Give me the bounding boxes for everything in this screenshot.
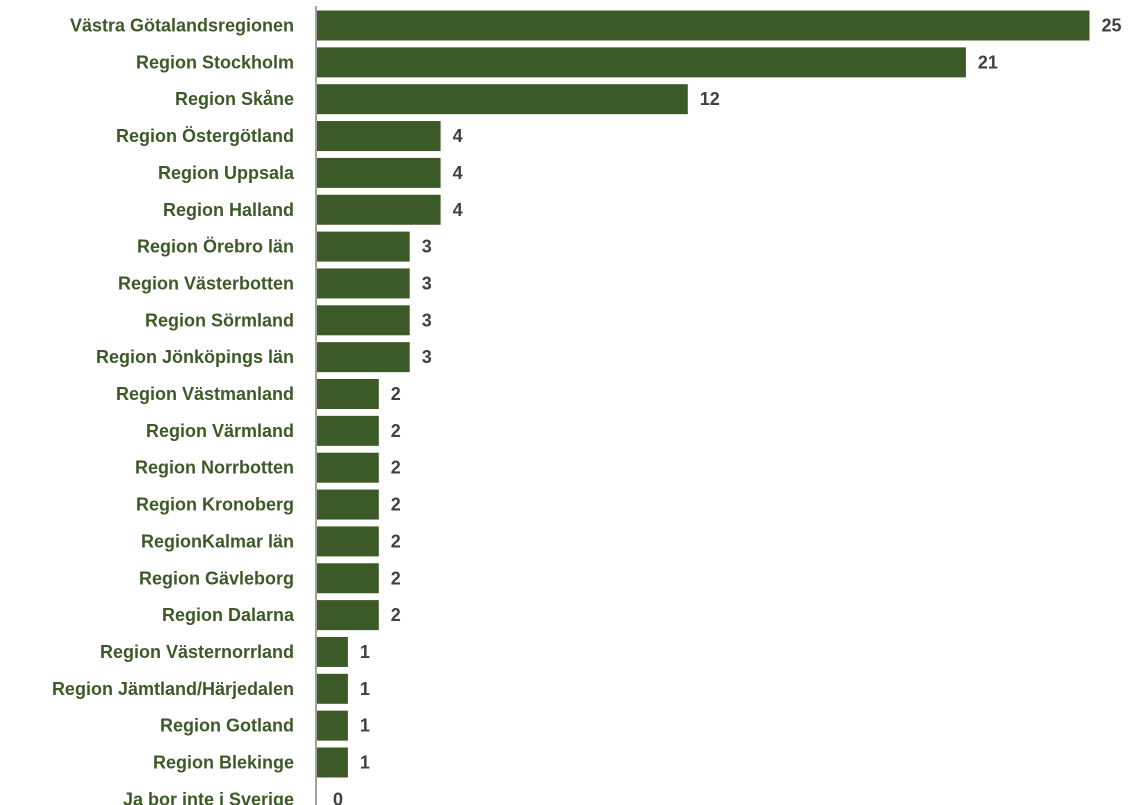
value-label-vastra-gotalandsregionen: 25 — [1102, 16, 1122, 36]
value-label-region-norrbotten: 2 — [391, 458, 401, 478]
bar-region-jonkopings-lan — [317, 342, 410, 373]
category-label-vastra-gotalandsregionen: Västra Götalandsregionen — [70, 16, 294, 36]
category-label-region-sormland: Region Sörmland — [145, 310, 294, 330]
value-label-region-skane: 12 — [700, 89, 720, 109]
category-label-region-orebro-lan: Region Örebro län — [137, 237, 294, 257]
value-label-region-vasternorrland: 1 — [360, 642, 370, 662]
bar-region-skane — [317, 84, 688, 115]
value-label-region-vasterbotten: 3 — [422, 273, 432, 293]
value-label-region-gavleborg: 2 — [391, 568, 401, 588]
bar-region-vasternorrland — [317, 636, 348, 667]
value-label-region-stockholm: 21 — [978, 52, 998, 72]
value-label-region-vastmanland: 2 — [391, 384, 401, 404]
value-label-regionkalmar-lan: 2 — [391, 531, 401, 551]
category-label-region-vasternorrland: Region Västernorrland — [100, 642, 294, 662]
value-label-region-jamtland-harjedalen: 1 — [360, 679, 370, 699]
bar-regionkalmar-lan — [317, 526, 379, 557]
value-label-region-orebro-lan: 3 — [422, 237, 432, 257]
bar-region-stockholm — [317, 47, 966, 78]
bar-region-ostergotland — [317, 121, 441, 152]
bar-region-norrbotten — [317, 452, 379, 483]
category-label-regionkalmar-lan: RegionKalmar län — [141, 531, 294, 551]
bar-region-orebro-lan — [317, 231, 410, 262]
value-label-region-varmland: 2 — [391, 421, 401, 441]
value-label-region-uppsala: 4 — [453, 163, 463, 183]
bar-region-vastmanland — [317, 379, 379, 409]
value-label-region-kronoberg: 2 — [391, 495, 401, 515]
category-label-region-kronoberg: Region Kronoberg — [136, 495, 294, 515]
bar-region-vasterbotten — [317, 268, 410, 299]
bar-region-jamtland-harjedalen — [317, 673, 348, 704]
category-label-region-dalarna: Region Dalarna — [162, 605, 295, 625]
value-label-region-jonkopings-lan: 3 — [422, 347, 432, 367]
category-label-region-halland: Region Halland — [163, 200, 294, 220]
category-label-region-blekinge: Region Blekinge — [153, 753, 294, 773]
category-label-region-vastmanland: Region Västmanland — [116, 384, 294, 404]
category-label-ja-bor-inte-i-sverige: Ja bor inte i Sverige — [123, 789, 294, 805]
category-label-region-skane: Region Skåne — [175, 89, 294, 109]
value-label-ja-bor-inte-i-sverige: 0 — [333, 789, 343, 805]
bar-region-halland — [317, 194, 441, 225]
value-label-region-ostergotland: 4 — [453, 126, 463, 146]
bar-region-kronoberg — [317, 489, 379, 520]
category-label-region-gotland: Region Gotland — [160, 716, 294, 736]
bar-region-dalarna — [317, 600, 379, 631]
category-label-region-ostergotland: Region Östergötland — [116, 126, 294, 146]
category-label-region-jamtland-harjedalen: Region Jämtland/Härjedalen — [52, 679, 294, 699]
bar-region-varmland — [317, 415, 379, 446]
value-label-region-gotland: 1 — [360, 716, 370, 736]
category-label-region-gavleborg: Region Gävleborg — [139, 568, 294, 588]
bars-layer — [317, 10, 1090, 778]
bar-region-sormland — [317, 305, 410, 336]
category-label-region-stockholm: Region Stockholm — [136, 52, 294, 72]
value-label-region-halland: 4 — [453, 200, 463, 220]
bar-vastra-gotalandsregionen — [317, 10, 1090, 41]
category-label-region-vasterbotten: Region Västerbotten — [118, 273, 294, 293]
value-label-region-blekinge: 1 — [360, 753, 370, 773]
category-label-region-norrbotten: Region Norrbotten — [135, 458, 294, 478]
bar-region-gotland — [317, 710, 348, 741]
category-label-region-jonkopings-lan: Region Jönköpings län — [96, 347, 294, 367]
value-label-region-dalarna: 2 — [391, 605, 401, 625]
category-label-region-varmland: Region Värmland — [146, 421, 294, 441]
bar-region-gavleborg — [317, 563, 379, 594]
bar-region-blekinge — [317, 747, 348, 778]
value-label-region-sormland: 3 — [422, 310, 432, 330]
bar-region-uppsala — [317, 157, 441, 188]
labels-layer: Västra Götalandsregionen 25 Region Stockho… — [52, 16, 1122, 805]
category-label-region-uppsala: Region Uppsala — [158, 163, 295, 183]
